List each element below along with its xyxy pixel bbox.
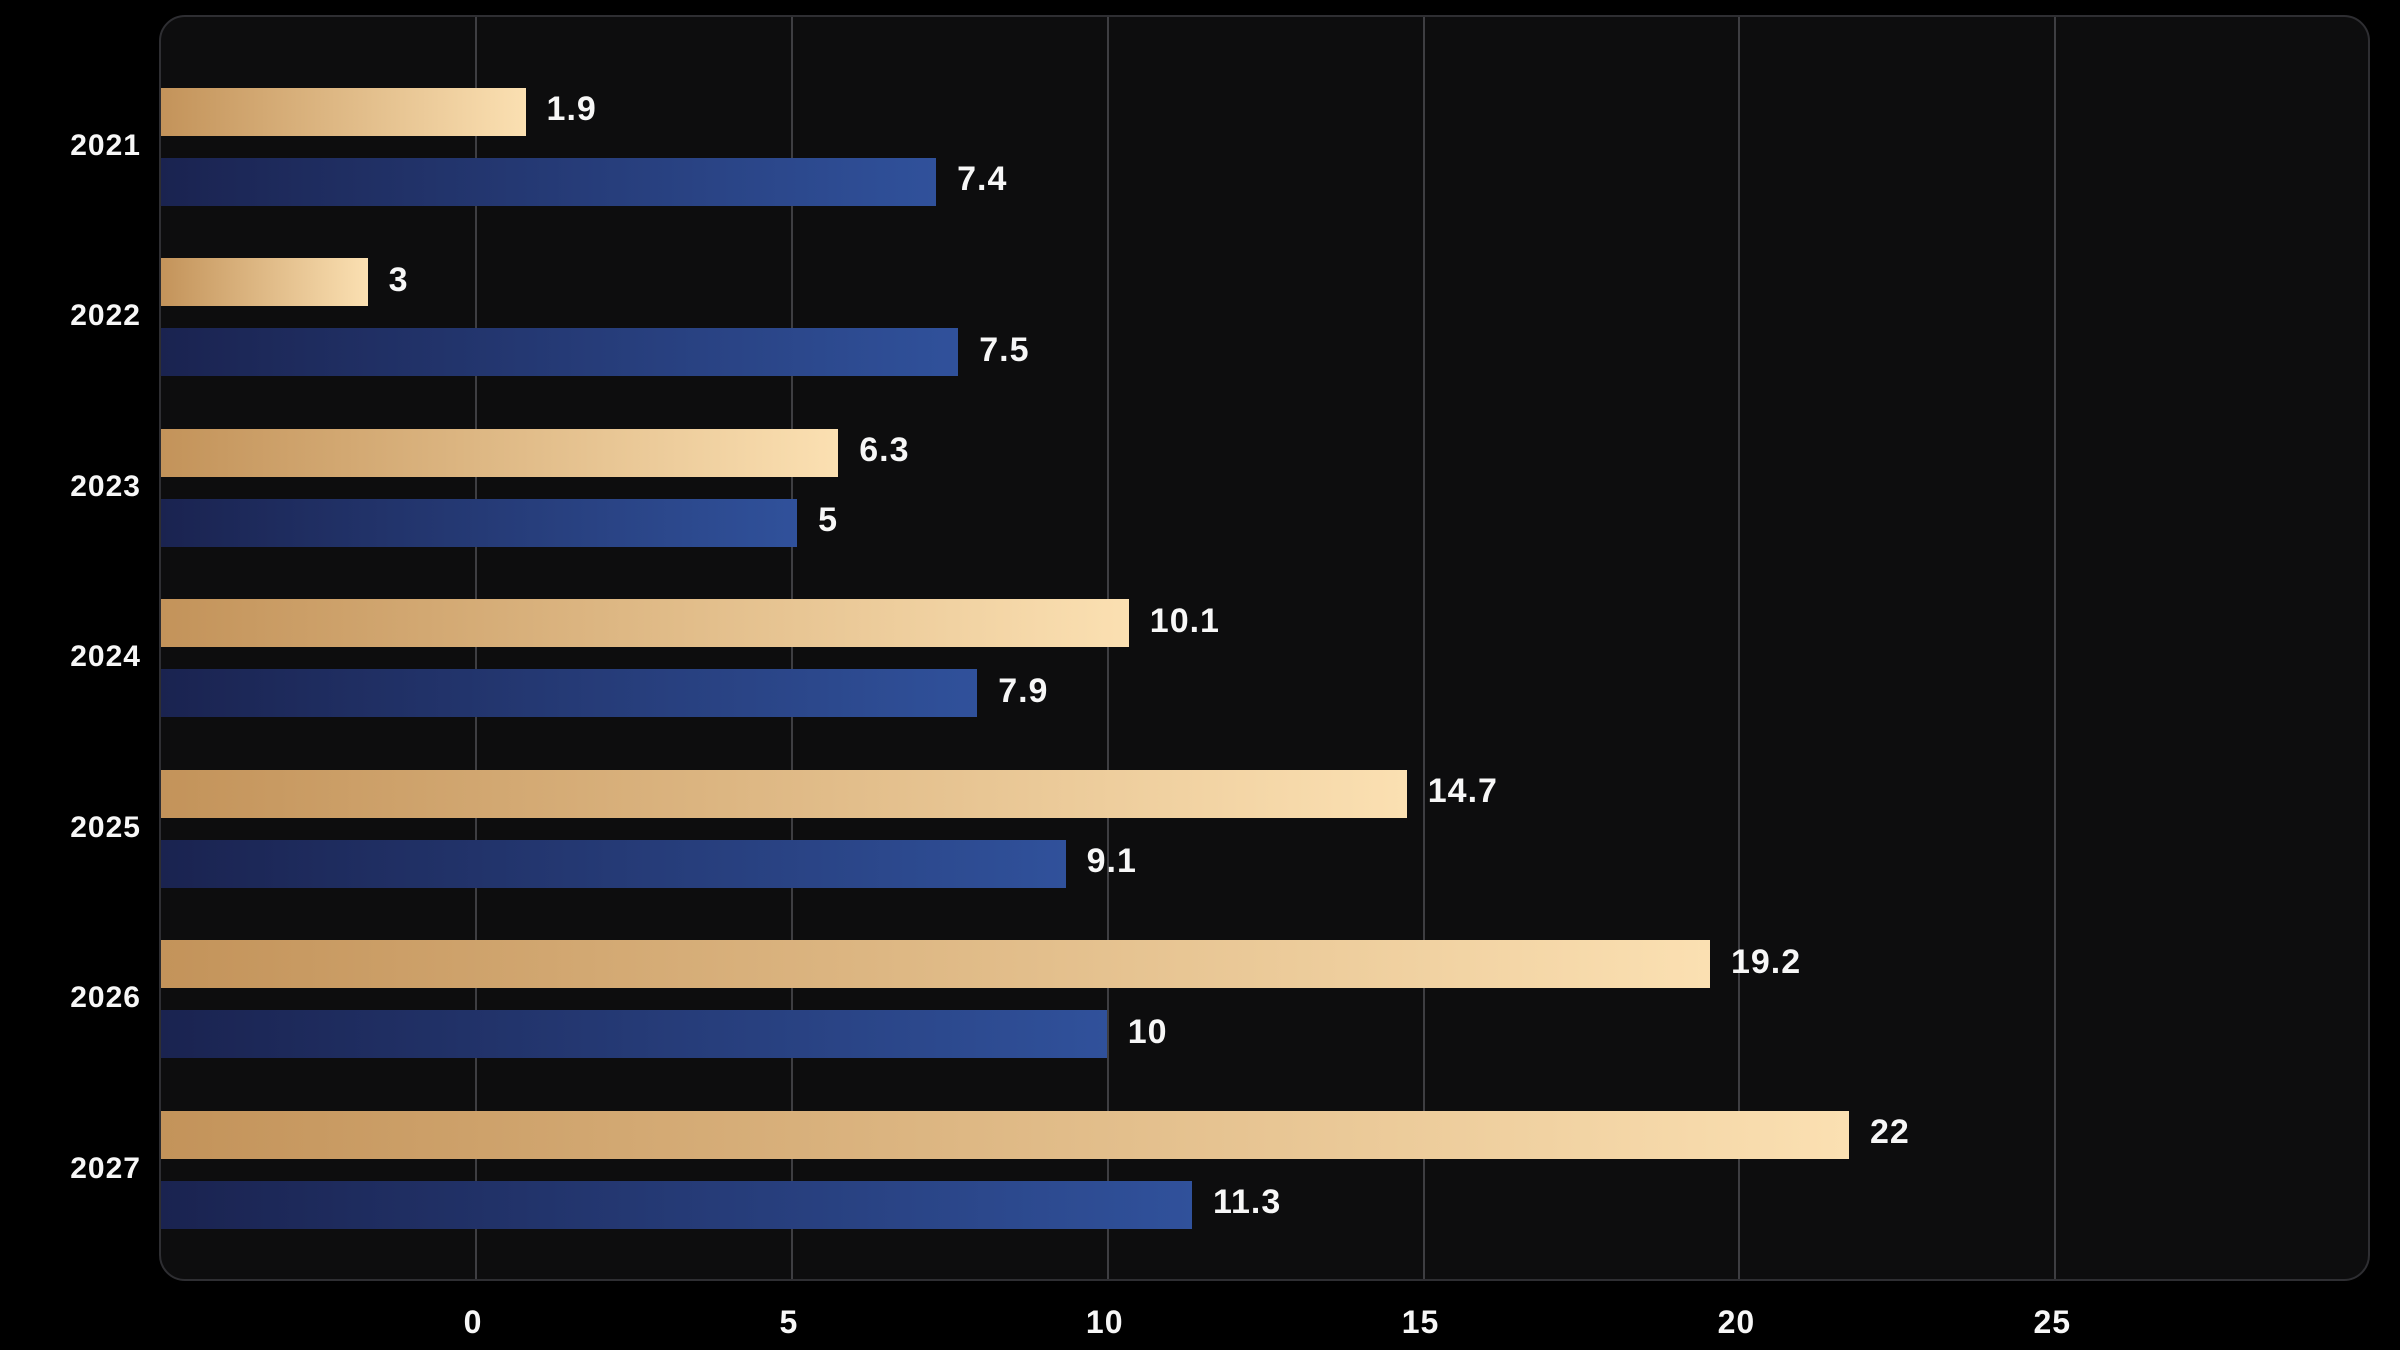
gridline-0 — [475, 17, 477, 1279]
x-axis-tick-label: 25 — [2033, 1304, 2072, 1340]
x-axis-tick-label: 0 — [463, 1304, 483, 1340]
bars — [161, 17, 2368, 1279]
gold-series-bar — [161, 599, 1129, 647]
gold-series-bar — [161, 940, 1710, 988]
blue-series-bar — [161, 328, 959, 376]
blue-series-value-label: 9.1 — [1086, 842, 1137, 880]
blue-series-bar — [161, 669, 978, 717]
y-axis-label: 2023 — [70, 469, 141, 503]
blue-series-bar — [161, 498, 798, 547]
gridline-20 — [1738, 17, 1741, 1279]
gridline-25 — [2054, 17, 2057, 1279]
x-axis-tick-label: 10 — [1085, 1304, 1124, 1340]
blue-series-value-label: 11.3 — [1212, 1183, 1282, 1221]
blue-series-value-label: 5 — [818, 501, 839, 539]
gold-series-bar — [161, 428, 839, 477]
plot-area — [159, 15, 2370, 1281]
gridline-5 — [790, 17, 793, 1279]
gold-series-bar — [161, 1110, 1849, 1159]
gold-series-bar — [161, 87, 526, 136]
gold-series-value-label: 3 — [388, 260, 409, 299]
blue-series-bar — [161, 157, 937, 206]
gold-series-value-label: 19.2 — [1730, 942, 1802, 981]
gridlines — [161, 17, 2368, 1279]
gridline-10 — [1106, 17, 1109, 1279]
blue-series-value-label: 10 — [1127, 1012, 1168, 1051]
y-axis-label: 2022 — [70, 299, 141, 332]
gridline-15 — [1422, 17, 1425, 1279]
blue-series-bar — [161, 1180, 1192, 1229]
gold-series-value-label: 22 — [1869, 1113, 1910, 1151]
blue-series-bar — [161, 839, 1066, 888]
blue-series-value-label: 7.4 — [957, 160, 1008, 198]
y-axis-label: 2021 — [70, 128, 141, 162]
y-axis-label: 2026 — [70, 981, 141, 1014]
gold-series-value-label: 1.9 — [546, 90, 597, 128]
x-axis-tick-label: 20 — [1717, 1304, 1756, 1340]
y-axis-label: 2024 — [70, 640, 141, 673]
gold-series-value-label: 10.1 — [1149, 601, 1220, 640]
y-axis-label: 2025 — [70, 810, 141, 844]
x-axis-tick-label: 15 — [1401, 1304, 1440, 1340]
x-axis-tick-label: 5 — [779, 1304, 799, 1340]
y-axis-label: 2027 — [70, 1151, 141, 1185]
gold-series-value-label: 14.7 — [1427, 772, 1498, 810]
gold-series-bar — [161, 769, 1407, 818]
blue-series-value-label: 7.5 — [979, 330, 1030, 369]
blue-series-bar — [161, 1010, 1107, 1058]
blue-series-value-label: 7.9 — [998, 671, 1049, 710]
gold-series-bar — [161, 258, 368, 306]
gold-series-value-label: 6.3 — [859, 431, 910, 469]
